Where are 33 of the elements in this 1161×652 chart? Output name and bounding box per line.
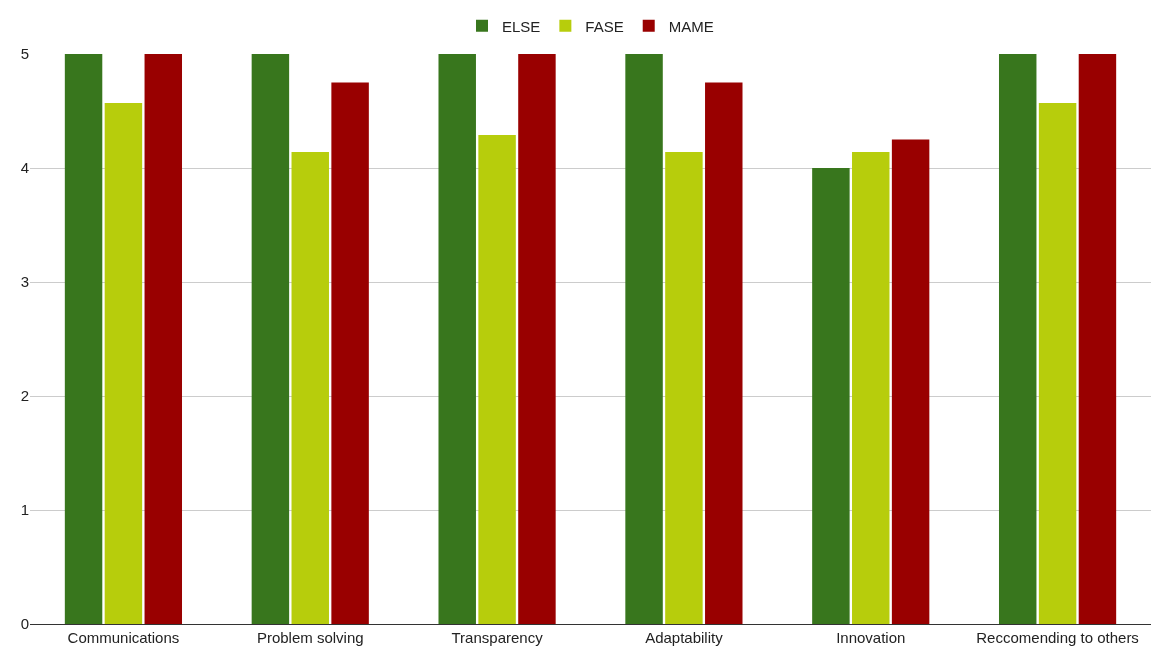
bar — [438, 54, 476, 624]
bar — [891, 139, 930, 624]
legend-label: MAME — [668, 17, 714, 35]
bar — [812, 168, 850, 624]
y-tick-label: 3 — [20, 273, 29, 291]
bar — [331, 82, 369, 624]
x-tick-label: Reccomending to others — [976, 629, 1139, 646]
legend-label: FASE — [585, 17, 624, 35]
bar — [998, 54, 1037, 624]
bar — [705, 82, 743, 624]
x-tick-label: Transparency — [451, 629, 544, 646]
x-tick-label: Innovation — [836, 629, 906, 646]
x-tick-label: Communications — [67, 629, 180, 646]
bar — [665, 152, 703, 624]
bar — [625, 54, 663, 624]
bar — [518, 54, 556, 624]
y-tick-label: 5 — [20, 45, 29, 63]
y-tick-label: 4 — [20, 159, 29, 177]
bar — [1038, 103, 1077, 624]
bar — [291, 152, 329, 624]
bar — [144, 54, 183, 624]
bar — [104, 103, 143, 624]
bar — [251, 54, 290, 624]
x-tick-label: Adaptability — [645, 629, 724, 646]
bar — [852, 152, 890, 624]
y-tick-label: 0 — [20, 615, 29, 633]
legend-label: ELSE — [502, 17, 541, 35]
bar — [1078, 54, 1117, 624]
y-tick-label: 1 — [20, 501, 29, 519]
bar — [478, 134, 516, 624]
y-tick-label: 2 — [20, 387, 29, 405]
bar — [64, 54, 103, 624]
x-tick-label: Problem solving — [256, 629, 364, 646]
